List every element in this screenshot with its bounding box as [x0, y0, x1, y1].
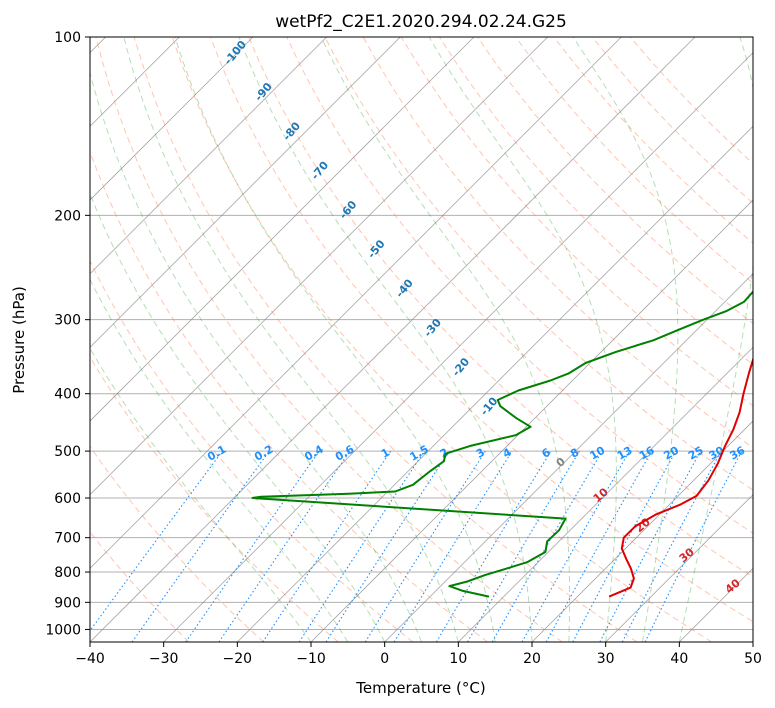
isotherm--10 [310, 199, 753, 642]
x-tick-label: −10 [296, 651, 326, 667]
dry-adiabat [90, 445, 264, 642]
moist-adiabat [174, 37, 496, 642]
mixing-ratio-line [185, 450, 320, 642]
isotherm--90 [90, 37, 327, 275]
temperature-profile [608, 356, 753, 598]
y-axis-label: Pressure (hPa) [10, 286, 28, 394]
x-tick-label: −20 [223, 651, 253, 667]
y-tick-label: 500 [54, 444, 81, 460]
x-tick-label: −40 [75, 651, 105, 667]
x-tick-label: −30 [149, 651, 179, 667]
isotherm--60 [90, 37, 548, 496]
chart-title: wetPf2_C2E1.2020.294.02.24.G25 [275, 12, 567, 32]
isotherm-30 [605, 494, 753, 642]
moist-adiabat [90, 347, 312, 642]
x-tick-label: 50 [744, 651, 762, 667]
isotherm--70 [90, 37, 475, 422]
background-lines [90, 37, 753, 642]
x-tick-label: 20 [523, 651, 541, 667]
isotherm--50 [90, 37, 622, 569]
axes: −40 −30 −20 −10 0 10 20 30 40 50 100 200 300 400 500 60… [45, 30, 762, 667]
dry-adiabat [95, 37, 563, 642]
isotherm-10 [458, 346, 753, 642]
x-tick-label: 10 [449, 651, 467, 667]
y-tick-label: 1000 [45, 622, 81, 638]
mixing-ratio-line [298, 450, 425, 642]
dry-adiabat [210, 37, 753, 623]
dry-adiabat [324, 37, 753, 491]
profile-lines [251, 290, 753, 598]
mixing-ratio-line [393, 450, 513, 642]
x-tick-label: 30 [597, 651, 615, 667]
x-tick-label: 0 [380, 651, 389, 667]
isotherm--40 [90, 37, 696, 642]
moist-adiabat [123, 37, 459, 642]
isotherm-0 [384, 273, 753, 642]
moist-adiabat [428, 37, 617, 642]
moist-adiabat [320, 37, 571, 642]
y-tick-label: 800 [54, 565, 81, 581]
y-tick-label: 300 [54, 313, 81, 329]
x-tick-label: 40 [670, 651, 688, 667]
moist-adiabat [238, 37, 533, 642]
mixing-ratio-line [572, 450, 677, 642]
dry-adiabat [248, 37, 753, 578]
dry-adiabat [286, 37, 753, 534]
x-axis-label: Temperature (°C) [355, 679, 485, 697]
mixing-ratio-line [521, 450, 630, 642]
isotherm--20 [237, 125, 753, 642]
mixing-ratio-line [262, 450, 392, 642]
y-tick-label: 400 [54, 387, 81, 403]
moist-adiabat [90, 70, 422, 642]
y-tick-label: 700 [54, 531, 81, 547]
dewpoint-profile [251, 290, 753, 598]
mixing-ratio-line [545, 450, 653, 642]
moist-adiabat [678, 37, 753, 642]
mixing-ratio-line [90, 450, 223, 632]
dry-adiabat [90, 356, 339, 642]
isotherm--80 [90, 37, 401, 348]
dry-adiabat [171, 37, 712, 642]
dry-adiabat [133, 37, 638, 642]
moist-adiabat [90, 192, 386, 642]
y-tick-label: 200 [54, 208, 81, 224]
mixing-ratio-line [325, 450, 450, 642]
isotherm--30 [163, 52, 753, 642]
dry-adiabat [90, 259, 414, 642]
isotherm-20 [531, 420, 753, 642]
moist-adiabat [572, 37, 679, 642]
y-tick-label: 600 [54, 491, 81, 507]
mixing-ratio-line [218, 450, 351, 642]
y-tick-label: 100 [54, 30, 81, 46]
dry-adiabat [515, 37, 753, 284]
moist-adiabat [90, 278, 349, 642]
mixing-ratio-line [131, 450, 270, 642]
y-tick-label: 900 [54, 595, 81, 611]
plot-frame [89, 36, 754, 643]
isotherm--100 [90, 37, 254, 201]
mixing-ratio-line [644, 450, 743, 642]
